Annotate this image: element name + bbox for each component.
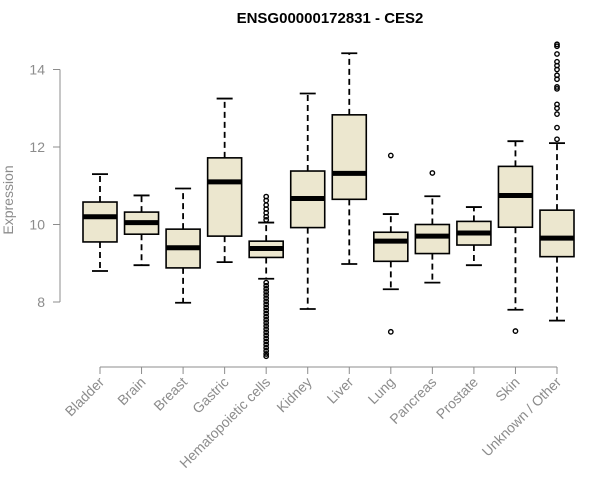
box-iqr [82,201,118,243]
outlier-point [554,51,560,57]
box-prostate [456,206,492,267]
outlier-point [429,170,436,176]
outlier-point [263,298,270,305]
outlier-point [263,307,270,314]
outlier-point [554,72,560,79]
outlier-point [263,347,270,354]
chart-title: ENSG00000172831 - CES2 [237,10,424,27]
outlier-point [263,323,270,329]
box-gastric [206,97,243,263]
box-breast [165,187,201,304]
outlier-point [263,344,270,351]
box-bladder [82,173,118,272]
y-tick-label: 14 [29,62,45,78]
y-tick-label: 12 [29,139,45,155]
outlier-point [263,301,270,308]
outlier-point [263,341,270,348]
x-tick-label: Kidney [273,374,315,416]
outlier-point [263,335,270,342]
box-iqr [414,223,451,255]
box-group [82,41,575,360]
box-iqr [373,231,409,263]
outlier-point [263,295,270,302]
outlier-point [554,101,560,108]
outlier-point [263,289,270,295]
box-liver [331,52,368,265]
y-tick-label: 8 [37,294,45,310]
box-kidney [289,92,326,310]
x-tick-label: Breast [150,374,190,414]
y-tick-label: 10 [29,217,45,233]
outlier-point [554,85,560,92]
box-unknown-other [539,41,575,322]
outlier-point [554,41,560,48]
outlier-point [512,328,519,334]
outlier-point [554,58,560,65]
outlier-point [263,313,270,320]
outlier-point [554,136,560,143]
box-lung [373,152,409,335]
outlier-point [263,292,270,298]
x-tick-label: Lung [365,374,398,407]
box-hematopoietic-cells [248,193,284,360]
outlier-point [554,111,560,117]
box-iqr [331,114,368,201]
outlier-point [263,213,270,220]
box-pancreas [414,170,451,284]
outlier-point [263,216,270,223]
outlier-point [263,197,270,204]
outlier-point [387,152,394,159]
outlier-point [554,84,560,90]
outlier-point [263,310,270,317]
outlier-point [263,329,270,336]
outlier-point [263,320,270,326]
outlier-point [263,351,270,357]
box-brain [123,194,160,267]
box-skin [497,140,534,334]
outlier-point [263,282,270,289]
x-tick-label: Brain [114,374,148,408]
outlier-point [554,43,560,50]
y-axis-title: Expression [0,165,16,234]
box-iqr [206,157,243,237]
outlier-point [263,285,270,292]
outlier-point [263,353,270,360]
x-tick-label: Liver [324,374,357,407]
x-tick-label: Bladder [62,374,108,420]
box-iqr [539,209,575,258]
y-axis: 8 10 12 14 [29,62,61,310]
outlier-point [263,338,270,345]
x-tick-label: Prostate [433,374,481,422]
outlier-point [387,328,394,335]
outlier-point [554,124,560,131]
outlier-point [263,332,270,339]
x-tick-label: Unknown / Other [479,374,565,460]
outlier-point [263,304,270,311]
outlier-point [263,316,270,323]
outlier-point [263,279,270,286]
x-tick-label: Skin [492,374,523,405]
outlier-point [263,326,270,333]
